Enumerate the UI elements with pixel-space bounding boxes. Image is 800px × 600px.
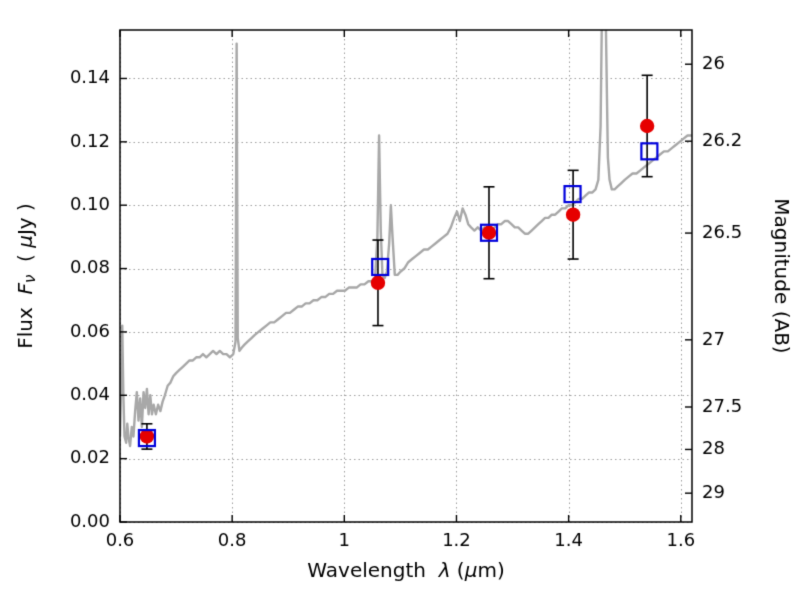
sed-spectrum-chart-canvas <box>0 0 800 600</box>
spectrum-figure <box>0 0 800 600</box>
